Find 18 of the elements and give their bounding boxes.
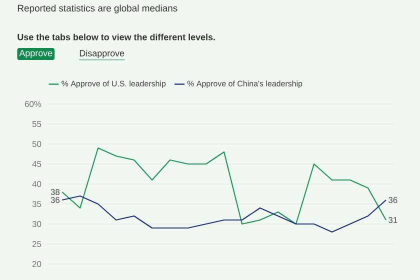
line-series <box>62 147 387 225</box>
y-tick-label: 30 <box>32 221 42 227</box>
data-label: 36 <box>50 197 60 203</box>
text: Disapprove <box>80 50 124 58</box>
data-label: 38 <box>50 189 60 195</box>
data-label: 36 <box>388 197 398 203</box>
y-tick-label: 50 <box>32 141 42 147</box>
text: Use the tabs below to view the different levels. <box>18 34 215 40</box>
chart-subtitle: Reported statistics are global medians <box>18 4 178 14</box>
y-tick-label: 45 <box>32 161 42 167</box>
data-label: 31 <box>388 217 398 223</box>
y-tick-label: 25 <box>32 241 42 247</box>
y-tick-label: 60% <box>24 101 42 107</box>
text: Approve <box>19 50 52 58</box>
y-tick-label: 55 <box>32 121 42 127</box>
y-tick-label: 20 <box>32 261 42 267</box>
y-tick-label: 40 <box>32 181 42 187</box>
y-tick-label: 35 <box>32 201 42 207</box>
